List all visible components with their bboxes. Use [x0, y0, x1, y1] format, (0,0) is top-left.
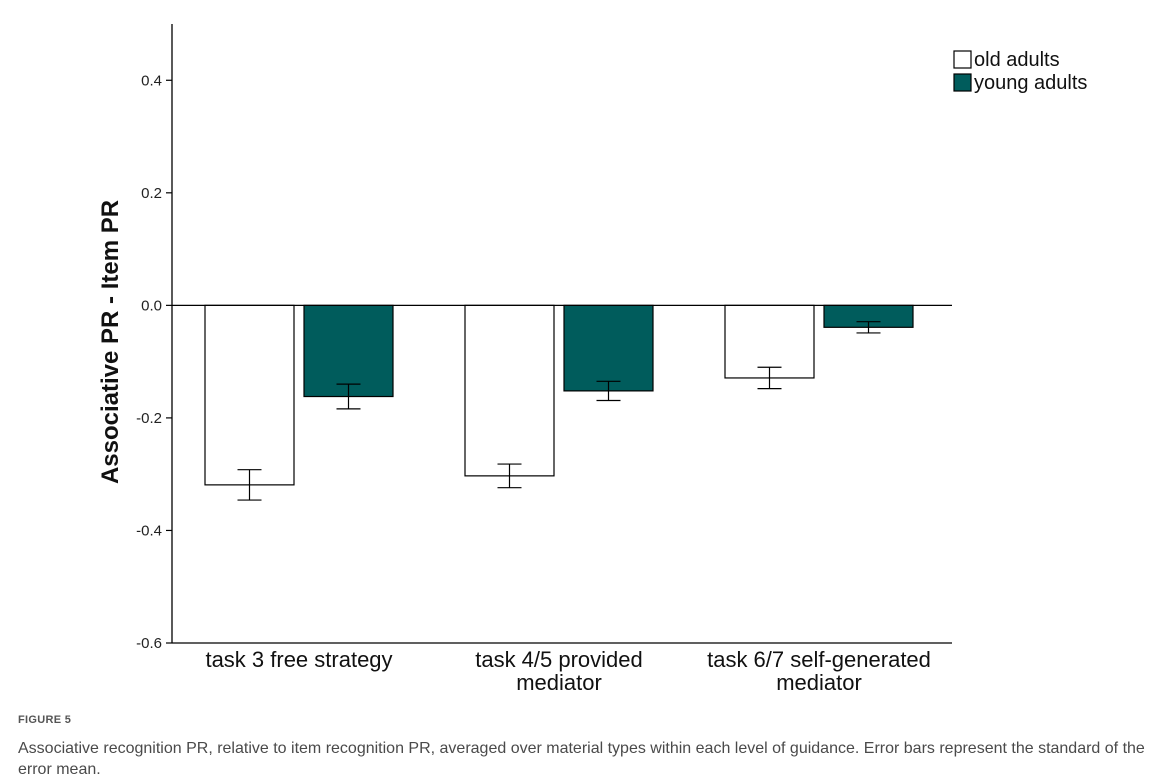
- x-category-label: task 4/5 provided: [475, 647, 643, 672]
- error-bars-group: [237, 321, 881, 501]
- x-category-label: task 3 free strategy: [205, 647, 392, 672]
- bar-old-adults: [724, 304, 815, 379]
- legend-swatch-old-adults: [953, 50, 972, 69]
- legend-label-old-adults: old adults: [974, 49, 1060, 71]
- y-tick-label: -0.4: [136, 522, 162, 539]
- y-tick-label: 0.0: [141, 297, 162, 314]
- y-tick-label: 0.2: [141, 185, 162, 202]
- x-tick-labels-group: task 3 free strategy task 4/5 providedmed…: [205, 647, 930, 695]
- legend-label-young-adults: young adults: [974, 72, 1087, 94]
- y-axis-title: Associative PR - Item PR: [97, 200, 124, 484]
- bar-chart: Associative PR - Item PR -0.6 -0.4 -0.2 0.0…: [97, 24, 1087, 695]
- bar-young-adults: [303, 304, 394, 398]
- y-axis-title-group: Associative PR - Item PR: [97, 200, 124, 484]
- x-category-label: mediator: [516, 670, 602, 695]
- figure-label: FIGURE 5: [18, 714, 72, 726]
- x-category-label: mediator: [776, 670, 862, 695]
- y-tick-label: 0.4: [141, 72, 162, 89]
- legend-swatch-young-adults: [953, 73, 972, 92]
- y-tick-label: -0.2: [136, 410, 162, 427]
- axes-group: [171, 24, 952, 644]
- bar-old-adults: [464, 304, 555, 477]
- bar-old-adults: [204, 304, 295, 486]
- y-tick-label: -0.6: [136, 635, 162, 652]
- y-tick-labels-group: -0.6 -0.4 -0.2 0.0 0.2 0.4: [136, 72, 172, 652]
- figure-caption: Associative recognition PR, relative to …: [18, 740, 1145, 778]
- bars-group: [204, 304, 914, 486]
- x-category-label: task 6/7 self-generated: [707, 647, 931, 672]
- bar-young-adults: [563, 304, 654, 392]
